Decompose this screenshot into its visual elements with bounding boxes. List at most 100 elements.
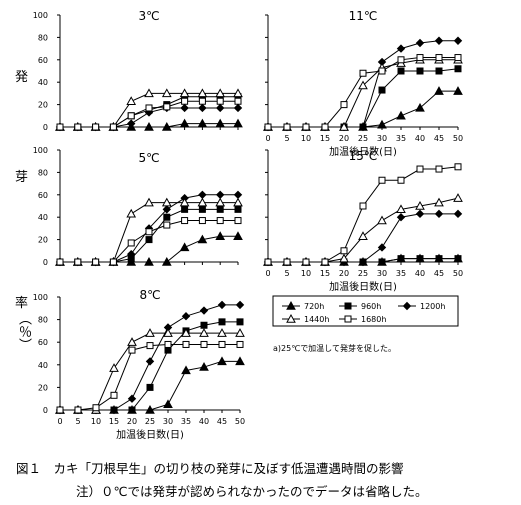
panel-title: 5℃ xyxy=(138,151,159,165)
series-1200h-point xyxy=(377,243,387,252)
series-960h-point xyxy=(128,406,136,414)
series-1440h-point xyxy=(434,197,444,207)
series-1200h-point xyxy=(358,257,368,267)
series-1680h-point xyxy=(302,258,310,266)
x-tick-label: 5 xyxy=(284,269,289,278)
series-1200h-point xyxy=(434,36,444,45)
legend-960h-point xyxy=(344,302,352,310)
series-1200h-point xyxy=(198,190,207,200)
series-1680h-point xyxy=(302,123,310,131)
series-960h-point xyxy=(234,205,242,213)
series-1680h-point xyxy=(92,123,100,131)
series-1680h-point xyxy=(181,97,189,105)
legend-label: 1680h xyxy=(361,315,386,324)
series-960h-point xyxy=(198,205,206,213)
panel-4: 0 5 10 15 20 25 30 35 40 45 50 15℃ 加温後日数(日) xyxy=(263,149,463,293)
series-1200h-point xyxy=(126,119,136,128)
series-1680h-point xyxy=(340,101,348,109)
y-tick-label: 100 xyxy=(33,146,48,155)
series-1200h-point xyxy=(181,312,191,321)
x-axis-label: 加温後日数(日) xyxy=(329,145,397,158)
y-tick-label: 80 xyxy=(38,33,48,42)
series-1440h-point xyxy=(161,197,172,207)
series-720h-point xyxy=(377,119,387,129)
series-960h-point xyxy=(435,255,443,263)
y-label-unit: （％） xyxy=(16,312,31,351)
y-label-char-2: 芽 xyxy=(15,170,29,185)
series-960h-point xyxy=(181,205,189,213)
series-720h-point xyxy=(233,231,243,240)
y-tick-label: 60 xyxy=(38,338,48,347)
series-1680h-point xyxy=(74,258,82,266)
series-1200h-point xyxy=(215,190,225,200)
y-tick-label: 100 xyxy=(33,11,48,20)
series-1680h-point xyxy=(127,112,135,120)
x-tick-label: 40 xyxy=(199,417,209,426)
series-line-720h xyxy=(268,90,458,128)
series-1200h-point xyxy=(396,212,406,222)
x-tick-label: 35 xyxy=(396,134,406,143)
series-1680h-point xyxy=(163,221,171,229)
series-720h-point xyxy=(197,234,208,244)
x-tick-label: 50 xyxy=(453,134,463,143)
series-1440h-point xyxy=(233,197,243,207)
x-tick-label: 15 xyxy=(109,417,119,426)
series-720h-point xyxy=(199,362,209,371)
series-1440h-point xyxy=(358,231,368,240)
y-label-char-1: 発 xyxy=(15,70,29,85)
y-tick-label: 0 xyxy=(43,123,48,132)
y-tick-label: 20 xyxy=(38,383,48,392)
x-axis-label: 加温後日数(日) xyxy=(116,428,184,441)
series-960h-point xyxy=(454,255,462,263)
series-960h-point xyxy=(236,318,244,326)
series-1680h-point xyxy=(163,103,171,111)
series-1680h-point xyxy=(110,391,118,399)
x-tick-label: 10 xyxy=(301,134,311,143)
series-1680h-point xyxy=(146,342,154,350)
panel-title: 3℃ xyxy=(138,9,159,23)
series-1440h-point xyxy=(339,253,349,263)
series-1680h-point xyxy=(234,217,242,225)
series-720h-point xyxy=(215,231,226,240)
series-1680h-point xyxy=(454,163,462,171)
series-960h-point xyxy=(435,67,443,75)
series-1200h-point xyxy=(235,300,245,310)
legend-1200h-point xyxy=(402,301,412,311)
series-line-1680h xyxy=(60,343,240,411)
x-tick-label: 0 xyxy=(265,134,270,143)
series-1440h-point xyxy=(179,197,190,207)
series-1440h-point xyxy=(161,88,172,98)
x-tick-label: 0 xyxy=(57,417,62,426)
series-1440h-point xyxy=(144,197,154,207)
series-1680h-point xyxy=(182,340,190,348)
series-960h-point xyxy=(416,67,424,75)
series-1680h-point xyxy=(283,123,291,131)
y-tick-label: 100 xyxy=(33,293,48,302)
series-1200h-point xyxy=(415,209,425,219)
x-tick-label: 35 xyxy=(396,269,406,278)
series-1680h-point xyxy=(416,165,424,173)
panel-title: 8℃ xyxy=(139,288,160,302)
series-720h-point xyxy=(434,86,444,95)
series-720h-point xyxy=(235,356,245,366)
series-1680h-point xyxy=(109,258,117,266)
legend-label: 960h xyxy=(361,302,381,311)
x-tick-label: 50 xyxy=(235,417,245,426)
series-1680h-point xyxy=(181,217,189,225)
series-1680h-point xyxy=(378,67,386,75)
series-1200h-point xyxy=(415,38,425,48)
series-1200h-point xyxy=(233,103,243,113)
x-tick-label: 45 xyxy=(434,134,444,143)
x-tick-label: 20 xyxy=(339,269,349,278)
series-1680h-point xyxy=(264,258,272,266)
series-720h-point xyxy=(163,399,173,409)
series-1680h-point xyxy=(145,104,153,112)
series-1440h-point xyxy=(163,328,173,337)
x-tick-label: 30 xyxy=(377,134,387,143)
panel-title: 11℃ xyxy=(349,9,378,23)
series-960h-point xyxy=(397,67,405,75)
series-1680h-point xyxy=(321,258,329,266)
x-tick-label: 25 xyxy=(358,269,368,278)
series-720h-point xyxy=(197,118,208,128)
x-axis-label: 加温後日数(日) xyxy=(329,280,397,293)
